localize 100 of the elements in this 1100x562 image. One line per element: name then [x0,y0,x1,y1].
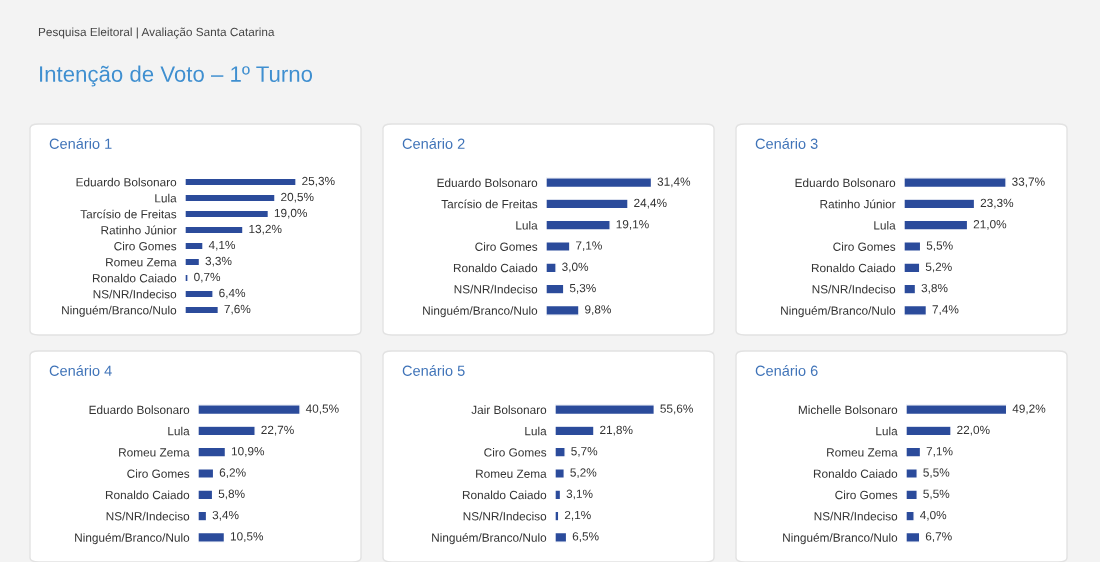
y-tick-label: Ratinho Júnior [101,225,177,235]
data-label: 5,5% [926,241,953,252]
data-label: 10,9% [231,447,265,457]
text: Cenário 4 [49,365,112,376]
bar [198,446,227,458]
bar [198,510,208,522]
y-tick-label: Lula [516,220,538,230]
text: Cenário 3 [755,138,818,149]
data-label: 5,2% [570,468,597,479]
bar [906,531,921,543]
data-label: 19,0% [274,208,307,219]
bar [198,425,256,437]
data-label: 3,3% [205,256,232,267]
y-tick-label: Ronaldo Caiado [105,490,190,500]
y-tick-label: Eduardo Bolsonaro [437,178,538,188]
bar [904,219,969,231]
bar [555,510,560,522]
y-tick-label: NS/NR/Indeciso [814,511,898,521]
data-label: 4,0% [920,510,947,521]
bar [185,241,204,251]
y-tick-label: Romeu Zema [106,258,177,267]
bar [546,219,611,231]
y-tick-label: Tarcísio de Freitas [80,209,177,219]
y-tick-label: Ciro Gomes [127,469,190,478]
data-label: 6,7% [925,532,952,542]
y-tick-label: Tarcísio de Freitas [441,199,538,209]
bar [904,198,976,210]
bar [906,489,918,501]
text: Intenção de Voto – 1º Turno [40,65,313,87]
data-label: 4,1% [208,240,236,251]
y-tick-label: Ninguém/Branco/Nulo [75,533,190,545]
y-tick-label: Michelle Bolsonaro [798,405,898,415]
bar [185,193,276,203]
data-label: 3,4% [212,510,239,521]
bar [904,304,928,316]
y-tick-label: Ninguém/Branco/Nulo [783,533,898,545]
y-tick-label: Ratinho Júnior [820,199,896,209]
y-tick-label: Ninguém/Branco/Nulo [781,306,896,318]
data-label: 13,2% [249,224,282,235]
bar [904,177,1007,189]
y-tick-label: Lula [876,426,898,436]
data-label: 24,4% [634,198,667,209]
bar [906,510,915,522]
bar [546,241,571,252]
text: Pesquisa Eleitoral | Avaliação Santa Catarina [38,27,275,39]
bar [198,404,301,416]
bar [198,531,226,543]
data-label: 31,4% [657,177,691,188]
bar [546,177,653,189]
y-tick-label: Romeu Zema [119,448,190,457]
bar [906,404,1008,416]
data-label: 0,7% [194,272,221,283]
data-label: 10,5% [230,532,264,542]
y-tick-label: Ninguém/Branco/Nulo [62,305,177,317]
data-label: 5,5% [923,489,950,500]
y-tick-label: Lula [155,193,177,203]
y-tick-label: Ninguém/Branco/Nulo [423,306,538,318]
data-label: 21,8% [600,425,633,436]
y-tick-label: Eduardo Bolsonaro [89,405,190,415]
data-label: 7,4% [932,305,959,315]
y-tick-label: NS/NR/Indeciso [93,289,177,299]
bar [906,468,918,479]
bar [904,283,917,295]
data-label: 33,7% [1012,177,1045,188]
data-label: 7,1% [926,447,953,457]
y-tick-label: Romeu Zema [476,469,547,478]
y-tick-label: NS/NR/Indeciso [463,511,547,521]
bar [185,177,297,187]
bar [906,446,922,458]
y-tick-label: Ronaldo Caiado [811,263,896,273]
y-tick-label: NS/NR/Indeciso [106,511,190,521]
data-label: 3,8% [921,283,948,294]
data-label: 40,5% [305,404,339,415]
text: Cenário 6 [755,365,818,376]
bar [198,489,214,501]
data-label: 7,6% [224,304,251,315]
data-label: 3,1% [566,489,593,500]
data-label: 22,7% [261,425,294,436]
bar [555,489,562,501]
y-tick-label: Eduardo Bolsonaro [795,178,896,188]
bar [185,289,214,299]
data-label: 6,2% [219,468,246,479]
y-tick-label: Ronaldo Caiado [813,469,898,478]
bar [185,273,189,283]
bar [546,283,565,295]
data-label: 49,2% [1012,404,1046,415]
data-label: 22,0% [957,425,990,436]
bar [185,257,201,267]
data-label: 9,8% [585,305,611,315]
bar [546,262,557,274]
data-label: 5,5% [923,468,950,479]
y-tick-label: Jair Bolsonaro [471,405,547,415]
data-label: 55,6% [660,404,693,415]
data-label: 7,1% [576,241,602,252]
bar [546,198,629,210]
data-label: 3,0% [562,262,589,273]
bar [555,425,595,437]
y-tick-label: NS/NR/Indeciso [454,284,538,294]
data-label: 6,4% [219,288,246,299]
y-tick-label: Ronaldo Caiado [462,490,547,500]
